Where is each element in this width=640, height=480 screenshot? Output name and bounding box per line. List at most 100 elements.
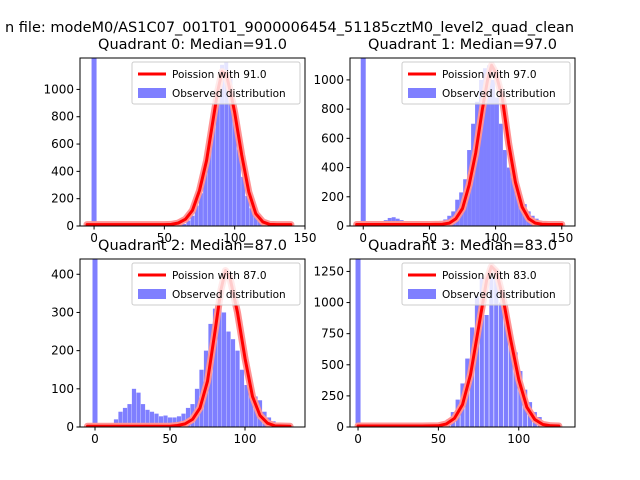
histogram-bar [498, 302, 504, 427]
histogram-bar [232, 112, 237, 226]
quadrant-1-plot-area [353, 58, 566, 226]
y-tick-label: 0 [336, 219, 344, 233]
histogram-bar [494, 97, 499, 226]
histogram-bar [518, 371, 523, 427]
x-tick-label: 100 [507, 432, 530, 446]
histogram-bar [145, 409, 150, 427]
quadrant-0-panel: 0 50 100 150 0 200 400 600 800 1000 Quadrant 0: Me… [43, 37, 316, 245]
y-tick-label: 0 [66, 219, 74, 233]
histogram-bar [127, 404, 132, 427]
y-tick-label: 800 [51, 110, 74, 124]
histogram-bar [172, 417, 177, 427]
y-tick-label: 600 [321, 131, 344, 145]
x-tick-label: 100 [234, 432, 257, 446]
legend-label-poisson: Poission with 97.0 [442, 69, 537, 81]
histogram-bar [163, 415, 168, 427]
histogram-bar [226, 331, 231, 427]
histogram-bar [224, 62, 229, 226]
histogram-bar [154, 413, 159, 427]
histogram-bar [483, 68, 487, 226]
histogram-bar [479, 79, 484, 226]
histogram-bar [244, 385, 249, 427]
legend-box [131, 61, 301, 105]
legend-bar-swatch [408, 289, 436, 299]
y-tick-label: 200 [51, 192, 74, 206]
histogram-bar [498, 123, 503, 226]
legend-bar-swatch [138, 289, 166, 299]
histogram-bar [217, 301, 222, 427]
y-tick-label: 1000 [313, 73, 344, 87]
legend-label-observed: Observed distribution [442, 289, 556, 301]
quadrant-title: Quadrant 1: Median=97.0 [368, 37, 557, 53]
histogram-bar [186, 220, 191, 226]
x-tick-label: 50 [422, 231, 437, 245]
histogram-bar [228, 78, 233, 226]
histogram-bar [484, 315, 489, 427]
y-tick-label: 400 [51, 164, 74, 178]
histogram-bar [212, 308, 218, 427]
x-tick-label: 100 [223, 231, 246, 245]
x-tick-label: 0 [90, 231, 98, 245]
histogram-bar [241, 176, 246, 226]
histogram-bar [122, 407, 128, 427]
x-tick-label: 0 [359, 231, 367, 245]
legend-box [131, 262, 301, 306]
y-tick-label: 800 [321, 102, 344, 116]
y-tick-label: 0 [66, 420, 74, 434]
y-tick-label: 1000 [43, 82, 74, 96]
x-tick-label: 0 [354, 432, 362, 446]
histogram-bar [239, 369, 245, 427]
histogram-bar [249, 208, 254, 226]
y-tick-label: 1000 [313, 296, 344, 310]
x-tick-label: 150 [550, 231, 573, 245]
legend-label-observed: Observed distribution [172, 289, 286, 301]
histogram-bar [198, 193, 203, 226]
histogram-bar [131, 388, 137, 427]
histogram-bar [513, 352, 518, 427]
histogram-bar [220, 64, 224, 226]
y-tick-label: 1250 [313, 264, 344, 278]
quadrant-title: Quadrant 2: Median=87.0 [98, 238, 287, 254]
histogram-bar [230, 339, 236, 427]
y-tick-label: 250 [321, 389, 344, 403]
x-tick-label: 0 [91, 432, 99, 446]
y-tick-label: 200 [321, 190, 344, 204]
histogram-bar [510, 177, 515, 226]
histogram-bar [474, 296, 480, 427]
histogram-bar-zero-spike [92, 259, 98, 427]
y-tick-label: 300 [51, 305, 74, 319]
histogram-bar [203, 168, 208, 226]
x-tick-label: 50 [431, 432, 446, 446]
quadrant-2-panel: 0 50 100 0 100 200 300 400 Quadrant 2: Median=87… [51, 238, 306, 446]
x-tick-label: 150 [294, 231, 317, 245]
histogram-bar [140, 404, 146, 427]
axes-frame [349, 57, 576, 227]
histogram-bar [248, 392, 254, 427]
histogram-bar [479, 277, 484, 427]
histogram-bar [118, 411, 123, 427]
y-tick-label: 750 [321, 327, 344, 341]
histogram-bar [149, 411, 155, 427]
histogram-bar [190, 215, 195, 226]
histogram-bar [236, 149, 241, 226]
y-tick-label: 400 [321, 161, 344, 175]
histogram-bar [181, 413, 186, 427]
histogram-bar [253, 215, 258, 226]
y-tick-label: 100 [51, 382, 74, 396]
legend-label-observed: Observed distribution [442, 88, 556, 100]
axes-frame [349, 258, 576, 428]
histogram-bar [502, 150, 507, 226]
histogram-bar [194, 205, 199, 226]
y-tick-label: 200 [51, 344, 74, 358]
histogram-bar-zero-spike [91, 58, 97, 226]
quadrant-1-panel: 0 50 100 150 0 200 400 600 800 1000 Quadrant 1: Me… [313, 37, 576, 245]
legend-label-observed: Observed distribution [172, 88, 286, 100]
legend-label-poisson: Poission with 91.0 [172, 69, 267, 81]
legend-bar-swatch [138, 88, 166, 98]
histogram-bar [490, 79, 495, 226]
histogram-bar [489, 277, 494, 427]
histogram-bar [494, 271, 499, 427]
